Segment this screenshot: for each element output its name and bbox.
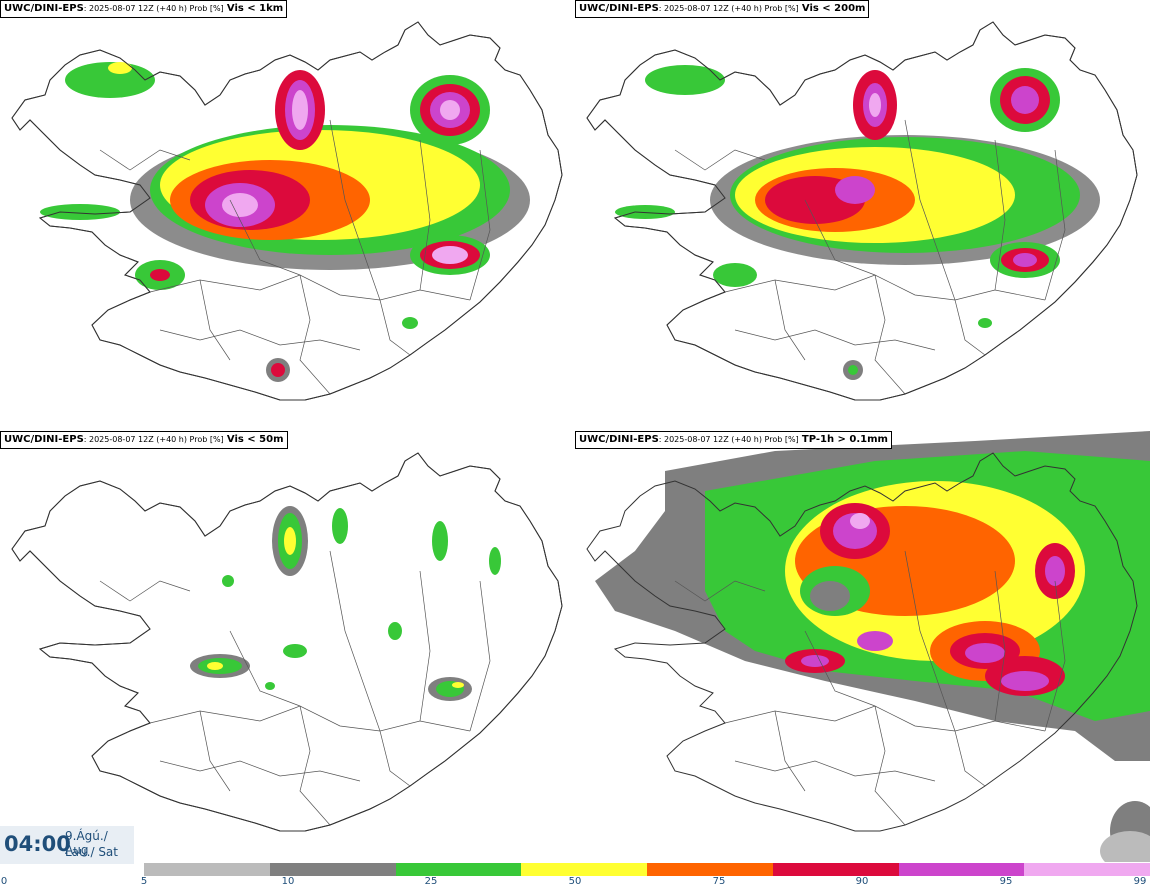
prob-field-vis-200m: [615, 65, 1100, 380]
model-name: UWC/DINI-EPS: [4, 434, 84, 445]
map-vis-200m: [586, 21, 1138, 401]
colorbar-segment: [772, 863, 899, 876]
model-name: UWC/DINI-EPS: [579, 434, 659, 445]
map-panel-tp-1h: UWC/DINI-EPS: 2025-08-07 12Z (+40 h) Pro…: [575, 431, 1150, 862]
colorbar-tick: 0: [0, 876, 8, 887]
colorbar-segment: [647, 863, 773, 876]
colorbar-tick: 25: [424, 876, 438, 887]
colorbar-tick: 10: [281, 876, 295, 887]
colorbar-tick: 99: [1133, 876, 1147, 887]
panel-title: UWC/DINI-EPS: 2025-08-07 12Z (+40 h) Pro…: [575, 431, 892, 449]
valid-time-clock: 04:00: [4, 832, 71, 856]
map-panel-vis-50m: UWC/DINI-EPS: 2025-08-07 12Z (+40 h) Pro…: [0, 431, 575, 862]
variable-label: TP-1h > 0.1mm: [801, 434, 888, 445]
probability-colorbar: [144, 863, 1150, 876]
variable-label: Vis < 200m: [801, 3, 866, 14]
run-meta: : 2025-08-07 12Z (+40 h) Prob [%]: [83, 4, 224, 13]
colorbar-segment: [898, 863, 1025, 876]
colorbar-segment: [144, 863, 270, 876]
colorbar-segment: [269, 863, 396, 876]
valid-date: 9.Ágú./ Aug: [65, 829, 108, 857]
colorbar-segment: [521, 863, 647, 876]
run-meta: : 2025-08-07 12Z (+40 h) Prob [%]: [83, 435, 224, 444]
panel-title: UWC/DINI-EPS: 2025-08-07 12Z (+40 h) Pro…: [575, 0, 870, 18]
colorbar-segment: [395, 863, 522, 876]
map-panel-vis-200m: UWC/DINI-EPS: 2025-08-07 12Z (+40 h) Pro…: [575, 0, 1150, 431]
colorbar-tick: 50: [568, 876, 582, 887]
prob-field-vis-50m: [190, 506, 501, 701]
colorbar-segment: [1024, 863, 1150, 876]
valid-time-box: 04:00 9.Ágú./ Aug Lau./ Sat: [0, 826, 134, 864]
model-name: UWC/DINI-EPS: [4, 3, 84, 14]
variable-label: Vis < 50m: [226, 434, 284, 445]
map-vis-50m: [11, 452, 563, 832]
colorbar-tick: 95: [999, 876, 1013, 887]
valid-weekday: Lau./ Sat: [65, 845, 118, 859]
map-tp-1h: [575, 431, 1150, 862]
map-vis-1km: [11, 21, 563, 401]
model-name: UWC/DINI-EPS: [579, 3, 659, 14]
panel-title: UWC/DINI-EPS: 2025-08-07 12Z (+40 h) Pro…: [0, 0, 288, 18]
variable-label: Vis < 1km: [226, 3, 284, 14]
colorbar-tick: 75: [712, 876, 726, 887]
colorbar-tick: 90: [855, 876, 869, 887]
prob-field-vis-1km: [40, 62, 530, 382]
run-meta: : 2025-08-07 12Z (+40 h) Prob [%]: [658, 4, 799, 13]
panel-title: UWC/DINI-EPS: 2025-08-07 12Z (+40 h) Pro…: [0, 431, 288, 449]
run-meta: : 2025-08-07 12Z (+40 h) Prob [%]: [658, 435, 799, 444]
colorbar-tick: 5: [140, 876, 148, 887]
map-panel-vis-1km: UWC/DINI-EPS: 2025-08-07 12Z (+40 h) Pro…: [0, 0, 575, 431]
